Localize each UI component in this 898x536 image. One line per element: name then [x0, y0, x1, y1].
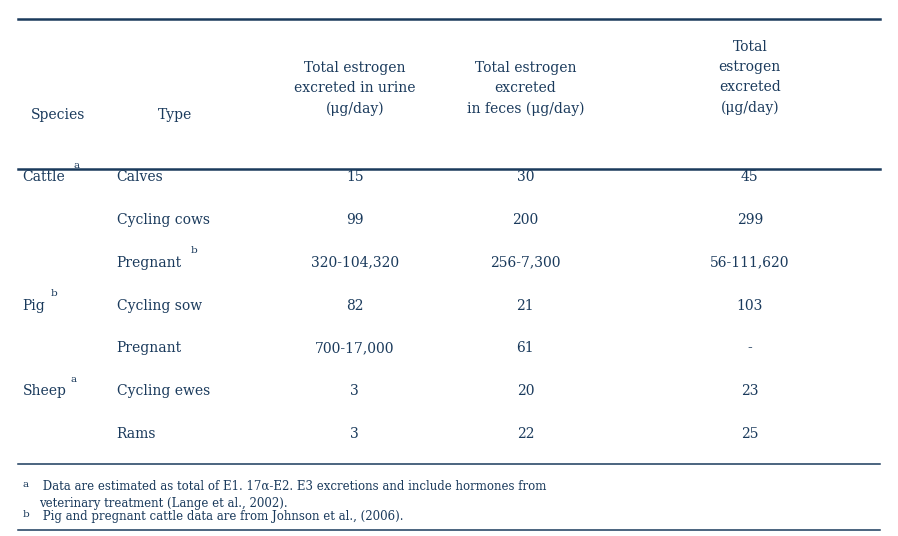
Text: 299: 299 [736, 213, 763, 227]
Text: 103: 103 [736, 299, 763, 312]
Text: Data are estimated as total of E1. 17α-E2. E3 excretions and include hormones fr: Data are estimated as total of E1. 17α-E… [39, 480, 546, 510]
Text: Calves: Calves [117, 170, 163, 184]
Text: 15: 15 [346, 170, 364, 184]
Text: 21: 21 [516, 299, 534, 312]
Text: Pig: Pig [22, 299, 45, 312]
Text: b: b [22, 510, 30, 519]
Text: Species: Species [31, 108, 85, 122]
Text: Cycling cows: Cycling cows [117, 213, 210, 227]
Text: -: - [747, 341, 753, 355]
Text: 56-111,620: 56-111,620 [710, 256, 789, 270]
Text: Total estrogen
excreted in urine
(μg/day): Total estrogen excreted in urine (μg/day… [294, 61, 416, 116]
Text: Rams: Rams [117, 427, 156, 441]
Text: 45: 45 [741, 170, 759, 184]
Text: 30: 30 [516, 170, 534, 184]
Text: Total estrogen
excreted
in feces (μg/day): Total estrogen excreted in feces (μg/day… [467, 61, 584, 116]
Text: Cycling ewes: Cycling ewes [117, 384, 210, 398]
Text: 25: 25 [741, 427, 759, 441]
Text: 22: 22 [516, 427, 534, 441]
Text: 320-104,320: 320-104,320 [311, 256, 399, 270]
Text: 700-17,000: 700-17,000 [315, 341, 394, 355]
Text: 82: 82 [346, 299, 364, 312]
Text: a: a [22, 480, 29, 489]
Text: Type: Type [158, 108, 192, 122]
Text: b: b [50, 289, 57, 298]
Text: 256-7,300: 256-7,300 [490, 256, 560, 270]
Text: a: a [71, 375, 77, 384]
Text: 200: 200 [512, 213, 539, 227]
Text: 61: 61 [516, 341, 534, 355]
Text: Sheep: Sheep [22, 384, 66, 398]
Text: Cycling sow: Cycling sow [117, 299, 202, 312]
Text: Total
estrogen
excreted
(μg/day): Total estrogen excreted (μg/day) [718, 40, 781, 115]
Text: 3: 3 [350, 427, 359, 441]
Text: Pig and pregnant cattle data are from Johnson et al., (2006).: Pig and pregnant cattle data are from Jo… [39, 510, 403, 523]
Text: 20: 20 [516, 384, 534, 398]
Text: Cattle: Cattle [22, 170, 66, 184]
Text: Pregnant: Pregnant [117, 256, 182, 270]
Text: 23: 23 [741, 384, 759, 398]
Text: 99: 99 [346, 213, 364, 227]
Text: 3: 3 [350, 384, 359, 398]
Text: a: a [74, 161, 80, 169]
Text: Pregnant: Pregnant [117, 341, 182, 355]
Text: b: b [190, 247, 198, 255]
